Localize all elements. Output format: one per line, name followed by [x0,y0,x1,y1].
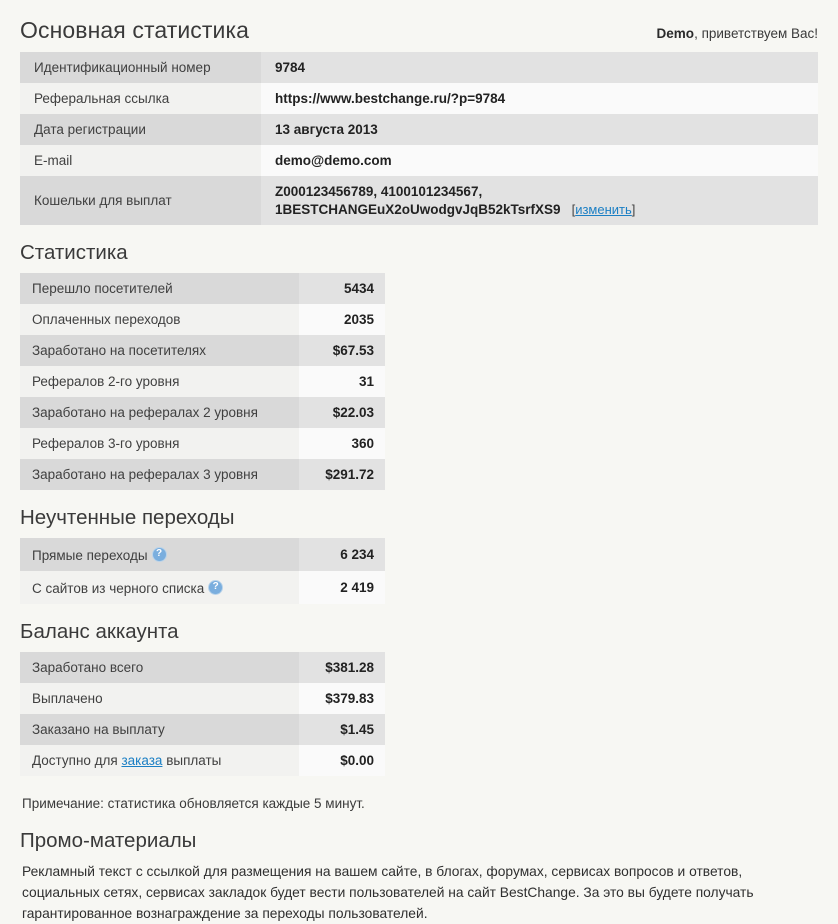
untracked-value-blacklist: 2 419 [299,571,385,604]
stat-label-earned-l3: Заработано на рефералах 3 уровня [20,459,299,490]
table-row: Заработано на посетителях $67.53 [20,335,385,366]
balance-value-ordered: $1.45 [299,714,385,745]
table-row: Рефералов 3-го уровня 360 [20,428,385,459]
balance-value-available: $0.00 [299,745,385,776]
edit-wallets-link[interactable]: изменить [575,202,632,217]
balance-label-available: Доступно для заказа выплаты [20,745,299,776]
balance-label-total-earned: Заработано всего [20,652,299,683]
section-heading-statistics: Статистика [20,241,128,264]
table-row: С сайтов из черного списка 2 419 [20,571,385,604]
stat-label-earned-visitors: Заработано на посетителях [20,335,299,366]
promo-description: Рекламный текст с ссылкой для размещения… [22,864,754,921]
profile-table: Идентификационный номер 9784 Реферальная… [20,52,818,225]
table-row: Реферальная ссылка https://www.bestchang… [20,83,818,114]
stat-value-visitors: 5434 [299,273,385,304]
table-row: Перешло посетителей 5434 [20,273,385,304]
profile-label-email: E-mail [20,145,261,176]
balance-label-paid-out: Выплачено [20,683,299,714]
table-row: Заказано на выплату $1.45 [20,714,385,745]
stat-value-referrals-l2: 31 [299,366,385,397]
page-header: Основная статистика Demo, приветствуем В… [20,0,818,52]
wallets-edit-wrap: [изменить] [572,202,636,217]
bracket-close: ] [631,202,636,217]
available-text-before: Доступно для [32,753,122,768]
available-text-after: выплаты [162,753,222,768]
stat-label-referrals-l2: Рефералов 2-го уровня [20,366,299,397]
greeting-username: Demo [656,26,695,41]
stat-label-visitors: Перешло посетителей [20,273,299,304]
profile-label-reg-date: Дата регистрации [20,114,261,145]
help-icon[interactable] [151,547,167,562]
balance-table: Заработано всего $381.28 Выплачено $379.… [20,652,385,776]
table-row: Дата регистрации 13 августа 2013 [20,114,818,145]
stat-value-earned-visitors: $67.53 [299,335,385,366]
table-row: Прямые переходы 6 234 [20,538,385,571]
untracked-table: Прямые переходы 6 234 С сайтов из черног… [20,538,385,604]
stat-label-earned-l2: Заработано на рефералах 2 уровня [20,397,299,428]
balance-label-ordered: Заказано на выплату [20,714,299,745]
help-icon[interactable] [208,580,224,595]
balance-value-paid-out: $379.83 [299,683,385,714]
order-payout-link[interactable]: заказа [121,753,163,768]
profile-value-wallets: Z000123456789, 4100101234567, 1BESTCHANG… [261,176,818,225]
section-heading-promo: Промо-материалы [20,829,197,852]
profile-value-id: 9784 [261,52,818,83]
profile-label-id: Идентификационный номер [20,52,261,83]
profile-value-referral-link: https://www.bestchange.ru/?p=9784 [261,83,818,114]
table-row: Идентификационный номер 9784 [20,52,818,83]
table-row: Доступно для заказа выплаты $0.00 [20,745,385,776]
profile-value-reg-date: 13 августа 2013 [261,114,818,145]
wallet-line-2: 1BESTCHANGEuX2oUwodgvJqB52kTsrfXS9 [275,202,561,217]
greeting-suffix: , приветствуем Вас! [694,26,818,41]
stat-value-earned-l2: $22.03 [299,397,385,428]
table-row: E-mail demo@demo.com [20,145,818,176]
table-row: Заработано на рефералах 3 уровня $291.72 [20,459,385,490]
greeting: Demo, приветствуем Вас! [657,26,818,41]
stat-label-referrals-l3: Рефералов 3-го уровня [20,428,299,459]
table-row: Заработано всего $381.28 [20,652,385,683]
stat-label-paid-transitions: Оплаченных переходов [20,304,299,335]
page-title: Основная статистика [20,17,250,43]
section-heading-balance: Баланс аккаунта [20,620,179,643]
update-note: Примечание: статистика обновляется кажды… [22,796,365,811]
wallet-line-1: Z000123456789, 4100101234567, [275,184,483,199]
stat-value-earned-l3: $291.72 [299,459,385,490]
profile-label-referral-link: Реферальная ссылка [20,83,261,114]
untracked-value-direct: 6 234 [299,538,385,571]
table-row: Выплачено $379.83 [20,683,385,714]
stat-value-referrals-l3: 360 [299,428,385,459]
untracked-label-direct-text: Прямые переходы [32,548,148,563]
balance-value-total-earned: $381.28 [299,652,385,683]
bracket-open: [ [571,202,576,217]
section-heading-untracked: Неучтенные переходы [20,506,235,529]
stat-value-paid-transitions: 2035 [299,304,385,335]
untracked-label-blacklist: С сайтов из черного списка [20,571,299,604]
wallet-line-2-wrap: 1BESTCHANGEuX2oUwodgvJqB52kTsrfXS9 [измен… [275,201,807,218]
untracked-label-blacklist-text: С сайтов из черного списка [32,581,205,596]
profile-label-wallets: Кошельки для выплат [20,176,261,225]
untracked-label-direct: Прямые переходы [20,538,299,571]
statistics-table: Перешло посетителей 5434 Оплаченных пере… [20,273,385,490]
profile-value-email: demo@demo.com [261,145,818,176]
table-row: Рефералов 2-го уровня 31 [20,366,385,397]
table-row: Оплаченных переходов 2035 [20,304,385,335]
table-row: Заработано на рефералах 2 уровня $22.03 [20,397,385,428]
table-row-wallets: Кошельки для выплат Z000123456789, 41001… [20,176,818,225]
